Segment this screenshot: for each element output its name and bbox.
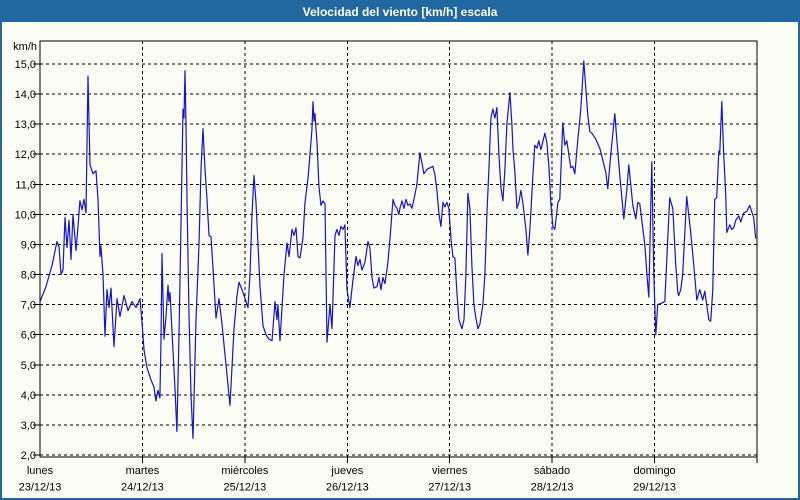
x-day-date: 26/12/13 <box>326 482 369 494</box>
x-day-name: viernes <box>432 465 468 477</box>
y-tick-label: 7,0 <box>21 300 36 312</box>
x-day-date: 28/12/13 <box>531 482 574 494</box>
x-day-date: 23/12/13 <box>19 482 62 494</box>
chart-titlebar: Velocidad del viento [km/h] escala <box>2 2 798 22</box>
x-day-name: lunes <box>27 465 54 477</box>
y-tick-label: 3,0 <box>21 420 36 432</box>
chart-title: Velocidad del viento [km/h] escala <box>302 5 498 19</box>
x-day-date: 27/12/13 <box>428 482 471 494</box>
y-tick-label: 8,0 <box>21 270 36 282</box>
x-day-date: 25/12/13 <box>223 482 266 494</box>
plot-border <box>39 40 758 458</box>
x-day-name: domingo <box>633 465 675 477</box>
wind-speed-line <box>39 60 757 440</box>
y-tick-label: 2,0 <box>21 450 36 462</box>
y-tick-label: 4,0 <box>21 390 36 402</box>
y-axis-unit-label: km/h <box>13 41 37 53</box>
x-day-name: martes <box>126 465 160 477</box>
y-tick-label: 13,0 <box>15 119 36 131</box>
x-day-name: miércoles <box>221 465 269 477</box>
y-tick-label: 6,0 <box>21 330 36 342</box>
x-day-name: jueves <box>330 465 363 477</box>
x-day-name: sábado <box>534 465 570 477</box>
y-tick-label: 9,0 <box>21 240 36 252</box>
y-tick-label: 10,0 <box>15 209 36 221</box>
y-tick-label: 5,0 <box>21 360 36 372</box>
y-tick-label: 12,0 <box>15 149 36 161</box>
y-tick-label: 14,0 <box>15 89 36 101</box>
x-day-date: 29/12/13 <box>633 482 676 494</box>
y-tick-label: 15,0 <box>15 59 36 71</box>
x-day-date: 24/12/13 <box>121 482 164 494</box>
y-tick-label: 11,0 <box>15 179 36 191</box>
